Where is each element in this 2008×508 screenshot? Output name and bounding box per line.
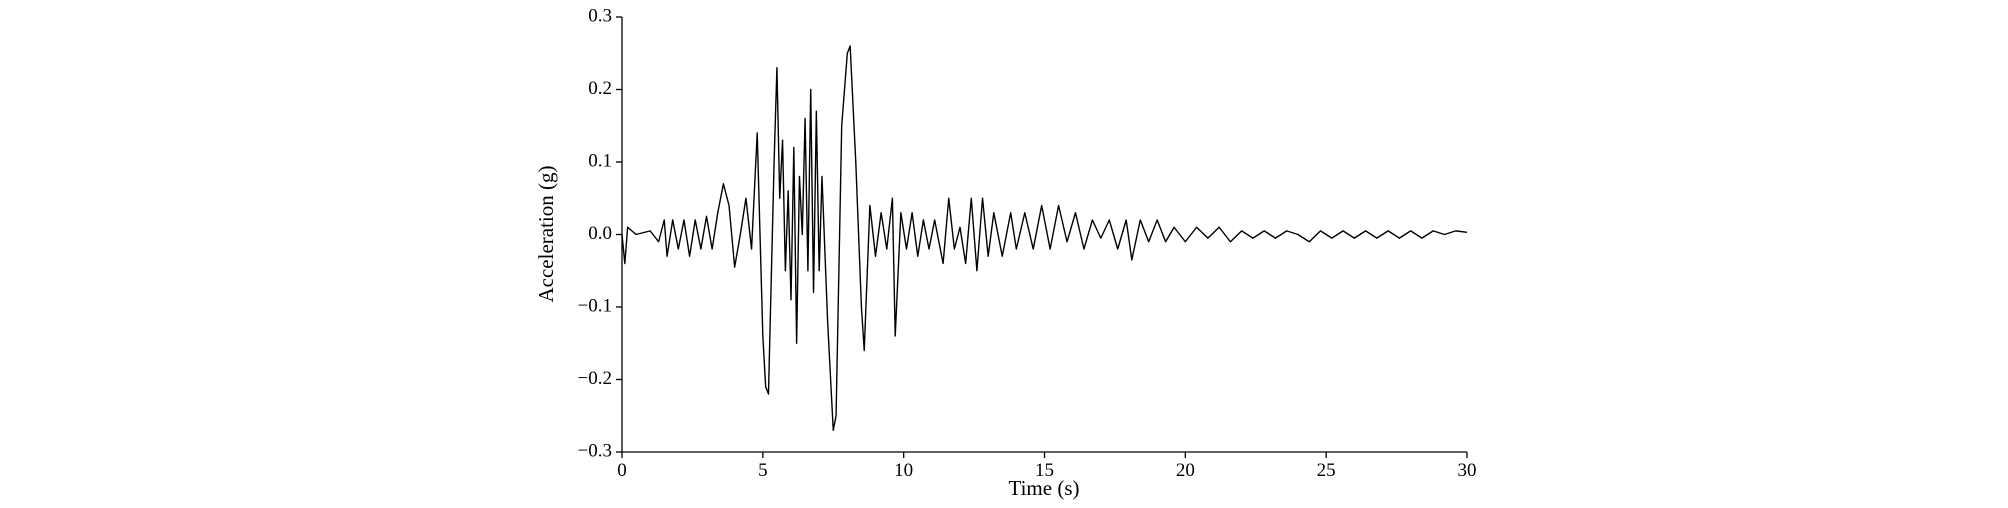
y-tick-label: 0.2 xyxy=(588,78,612,99)
y-tick-label: −0.2 xyxy=(578,368,612,389)
x-tick-label: 15 xyxy=(1035,460,1054,481)
data-line xyxy=(621,45,1468,431)
y-tick-label: 0.3 xyxy=(588,5,612,26)
x-tick-label: 10 xyxy=(894,460,913,481)
y-axis-title: Acceleration (g) xyxy=(534,165,558,302)
x-tick-label: 30 xyxy=(1458,460,1477,481)
x-tick-label: 25 xyxy=(1317,460,1336,481)
x-axis-title: Time (s) xyxy=(1009,476,1080,500)
y-tick-label: −0.1 xyxy=(578,295,612,316)
y-tick-label: 0.1 xyxy=(588,150,612,171)
y-tick-label: −0.3 xyxy=(578,440,612,461)
y-tick-label: 0.0 xyxy=(588,223,612,244)
x-tick-label: 0 xyxy=(617,460,627,481)
x-tick-label: 20 xyxy=(1176,460,1195,481)
x-tick-label: 5 xyxy=(758,460,768,481)
